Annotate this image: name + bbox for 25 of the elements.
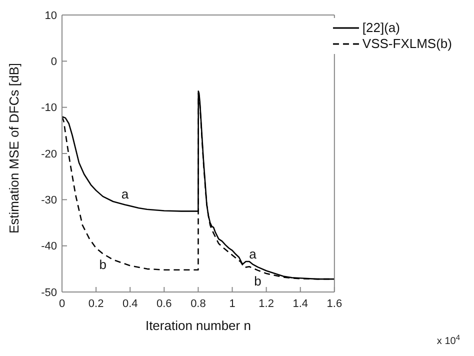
x-tick-label: 1.4 xyxy=(292,298,308,310)
annotation: a xyxy=(121,186,130,202)
y-tick-label: -40 xyxy=(41,240,57,253)
x-tick-label: 0.2 xyxy=(88,298,104,310)
annotation: b xyxy=(254,274,262,289)
y-tick-label: 0 xyxy=(50,56,57,68)
annotation: a xyxy=(249,246,258,262)
x-tick-label: 0.6 xyxy=(156,298,172,310)
y-tick-label: -10 xyxy=(41,102,57,114)
legend-label: VSS-FXLMS(b) xyxy=(362,36,452,52)
x-tick-label: 1.2 xyxy=(258,298,274,310)
x-tick-label: 1.6 xyxy=(326,298,342,310)
x-tick-label: 0.8 xyxy=(190,298,206,310)
y-tick-label: -50 xyxy=(41,286,57,299)
legend-label: [22](a) xyxy=(362,20,400,36)
y-tick-label: -30 xyxy=(41,194,57,207)
y-axis-title: Estimation MSE of DFCs [dB] xyxy=(6,63,22,234)
y-tick-label: -20 xyxy=(41,148,57,160)
annotation: b xyxy=(99,256,106,272)
x-tick-label: 0 xyxy=(58,298,66,310)
x-tick-label: 0.4 xyxy=(122,298,138,310)
x-tick-label: 1 xyxy=(229,298,236,310)
y-tick-label: 10 xyxy=(44,10,57,22)
x-axis-title: Iteration number n xyxy=(145,318,251,333)
text: x 10$^{4}$ xyxy=(436,332,460,347)
